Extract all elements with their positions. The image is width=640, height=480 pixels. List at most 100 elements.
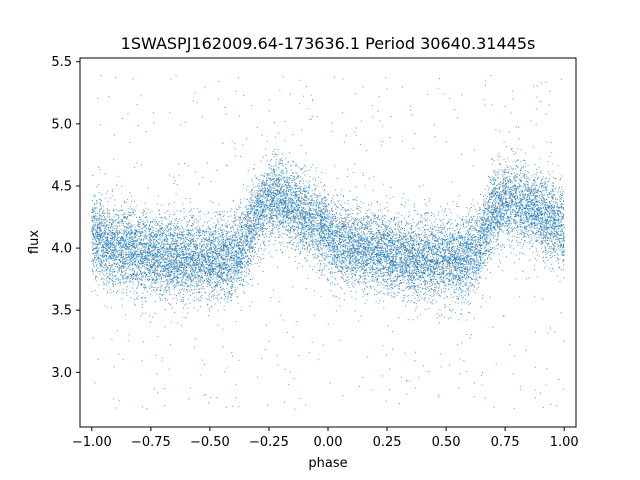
data-point [416,305,418,307]
data-point [431,215,433,216]
data-point [377,244,378,246]
data-point [500,204,502,206]
data-point [163,228,165,229]
data-point [176,248,178,250]
data-point [419,275,421,277]
data-point [544,241,546,243]
data-point [440,268,442,270]
data-point [444,282,446,284]
data-point [379,300,381,301]
data-point [331,199,332,201]
data-point [339,222,341,223]
data-point [309,196,311,197]
data-point [211,267,213,269]
data-point [118,220,120,222]
data-point [133,290,135,292]
data-point [386,253,388,255]
data-point [479,194,481,195]
data-point [198,281,199,283]
data-point [481,232,483,234]
data-point [227,258,229,260]
data-point [182,287,183,289]
data-point [487,257,489,259]
data-point [139,274,140,276]
data-point [384,234,386,236]
data-point [117,236,119,238]
data-point [283,193,285,195]
data-point [278,208,279,210]
data-point [306,86,307,87]
data-point [511,227,513,229]
data-point [406,223,408,224]
data-point [472,234,474,236]
data-point [148,268,150,270]
data-point [274,149,276,151]
data-point [306,236,308,238]
data-point [187,253,189,255]
data-point [373,271,375,273]
data-point [483,234,485,236]
data-point [408,281,410,283]
data-point [137,260,139,262]
data-point [121,270,122,272]
data-point [134,209,136,211]
data-point [533,193,535,195]
data-point [451,244,453,246]
data-point [374,279,376,281]
data-point [104,241,106,243]
data-point [288,186,290,187]
data-point [482,256,484,258]
data-point [345,280,347,282]
data-point [227,264,229,266]
data-point [549,268,551,270]
data-point [337,241,338,243]
data-point [356,267,358,269]
data-point [536,230,538,231]
data-point [227,297,229,299]
data-point [478,255,480,257]
data-point [189,237,191,239]
data-point [340,260,342,262]
data-point [319,265,321,267]
data-point [362,264,364,266]
data-point [149,241,151,243]
data-point [524,218,526,220]
data-point [528,204,530,206]
data-point [466,275,468,277]
data-point [413,235,415,237]
data-point [119,267,121,269]
data-point [306,241,307,243]
data-point [226,255,228,257]
data-point [248,261,250,263]
data-point [290,241,291,243]
data-point [514,177,516,179]
data-point [102,250,104,252]
data-point [440,255,442,257]
data-point [230,293,232,295]
data-point [110,244,112,246]
data-point [196,277,198,279]
data-point [176,273,178,275]
data-point [169,276,171,278]
data-point [280,159,282,161]
data-point [93,253,95,255]
data-point [475,255,477,257]
data-point [226,288,228,290]
data-point [96,230,98,232]
data-point [414,203,415,205]
data-point [371,268,373,270]
data-point [334,264,336,265]
data-point [138,251,140,253]
data-point [528,224,530,226]
data-point [194,260,196,262]
data-point [547,171,549,173]
data-point [364,251,366,253]
data-point [450,211,452,213]
data-point [114,239,116,241]
data-point [433,295,435,297]
data-point [207,226,209,228]
data-point [341,209,343,211]
data-point [498,231,500,233]
data-point [302,235,304,237]
data-point [440,232,442,234]
